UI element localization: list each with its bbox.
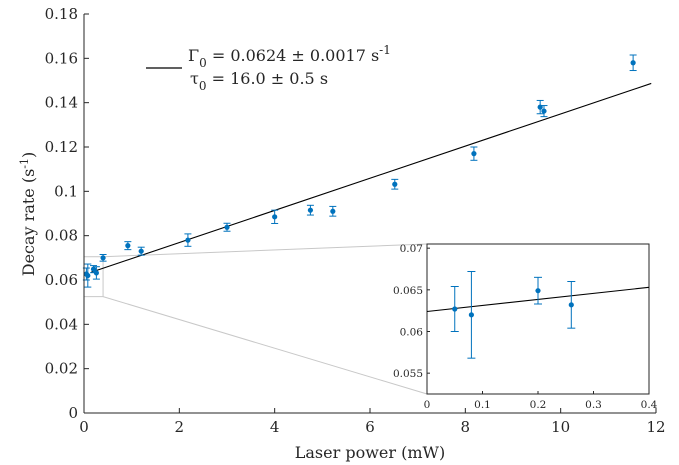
- data-point: [307, 207, 314, 213]
- inset-y-tick-label: 0.055: [393, 368, 423, 380]
- data-point: [100, 255, 106, 261]
- inset-x-tick-label: 0.4: [641, 399, 658, 411]
- zoom-connector-top: [103, 243, 428, 258]
- data-point: [330, 208, 336, 214]
- zoom-connector-bottom: [102, 296, 428, 395]
- x-tick-label: 6: [365, 418, 375, 436]
- inset-y-tick-label: 0.07: [400, 243, 423, 255]
- y-tick-label: 0.18: [45, 5, 78, 23]
- x-tick-label: 8: [461, 418, 471, 436]
- y-tick-label: 0.14: [45, 94, 78, 112]
- data-point: [272, 214, 278, 220]
- legend: Γ0 = 0.0624 ± 0.0017 s-1 τ0 = 16.0 ± 0.5…: [146, 43, 391, 93]
- data-point: [90, 266, 97, 272]
- data-point: [85, 272, 91, 279]
- zoom-connector-lines: [83, 243, 428, 395]
- y-axis-label: Decay rate (s-1): [18, 152, 38, 277]
- y-tick-label: 0.02: [45, 360, 78, 378]
- legend-line-tau: τ0 = 16.0 ± 0.5 s: [190, 69, 328, 93]
- y-tick-label: 0.1: [54, 182, 78, 200]
- y-tick-label: 0.06: [45, 271, 78, 289]
- x-tick-label: 0: [79, 418, 89, 436]
- y-tick-label: 0.12: [45, 138, 78, 156]
- x-tick-label: 2: [175, 418, 185, 436]
- y-tick-label: 0.08: [45, 227, 78, 245]
- data-point: [471, 151, 477, 157]
- data-point: [535, 288, 541, 294]
- data-point: [138, 248, 144, 254]
- inset-x-tick-label: 0.1: [474, 399, 491, 411]
- inset-axis-ticks: 0 0.1 0.2 0.3 0.4 0.055 0.06 0.065 0.07: [393, 243, 658, 411]
- fit-line: [90, 82, 652, 273]
- main-data-marks: [82, 54, 652, 288]
- data-point: [568, 302, 574, 308]
- x-tick-label: 10: [551, 418, 570, 436]
- inset-x-tick-label: 0.3: [585, 399, 602, 411]
- data-point: [224, 224, 230, 230]
- inset-y-tick-label: 0.065: [393, 285, 423, 297]
- y-tick-label: 0.16: [45, 49, 78, 67]
- inset-x-tick-label: 0: [424, 399, 431, 411]
- legend-line-gamma: Γ0 = 0.0624 ± 0.0017 s-1: [188, 43, 391, 70]
- y-tick-label: 0.04: [45, 315, 78, 333]
- inset-x-tick-label: 0.2: [530, 399, 547, 411]
- inset-data-marks: [426, 271, 650, 359]
- x-tick-label: 12: [646, 418, 665, 436]
- data-point: [468, 312, 474, 318]
- x-axis-label: Laser power (mW): [295, 443, 445, 462]
- data-point: [392, 181, 398, 187]
- inset-y-tick-label: 0.06: [400, 327, 424, 339]
- main-axis-ticks: 0 2 4 6 8 10 12 0 0.02 0.04 0.06 0.08 0.1 0.12 0.14 0.1…: [45, 5, 666, 436]
- data-point: [541, 108, 547, 114]
- data-point: [185, 237, 191, 243]
- data-point: [125, 243, 131, 249]
- data-point: [452, 306, 458, 312]
- inset-zoom-panel: 0 0.1 0.2 0.3 0.4 0.055 0.06 0.065 0.07: [393, 243, 658, 411]
- y-tick-label: 0: [68, 404, 78, 422]
- inset-background: [426, 243, 650, 395]
- x-tick-label: 4: [270, 418, 280, 436]
- data-point: [630, 60, 636, 66]
- data-point: [93, 270, 99, 276]
